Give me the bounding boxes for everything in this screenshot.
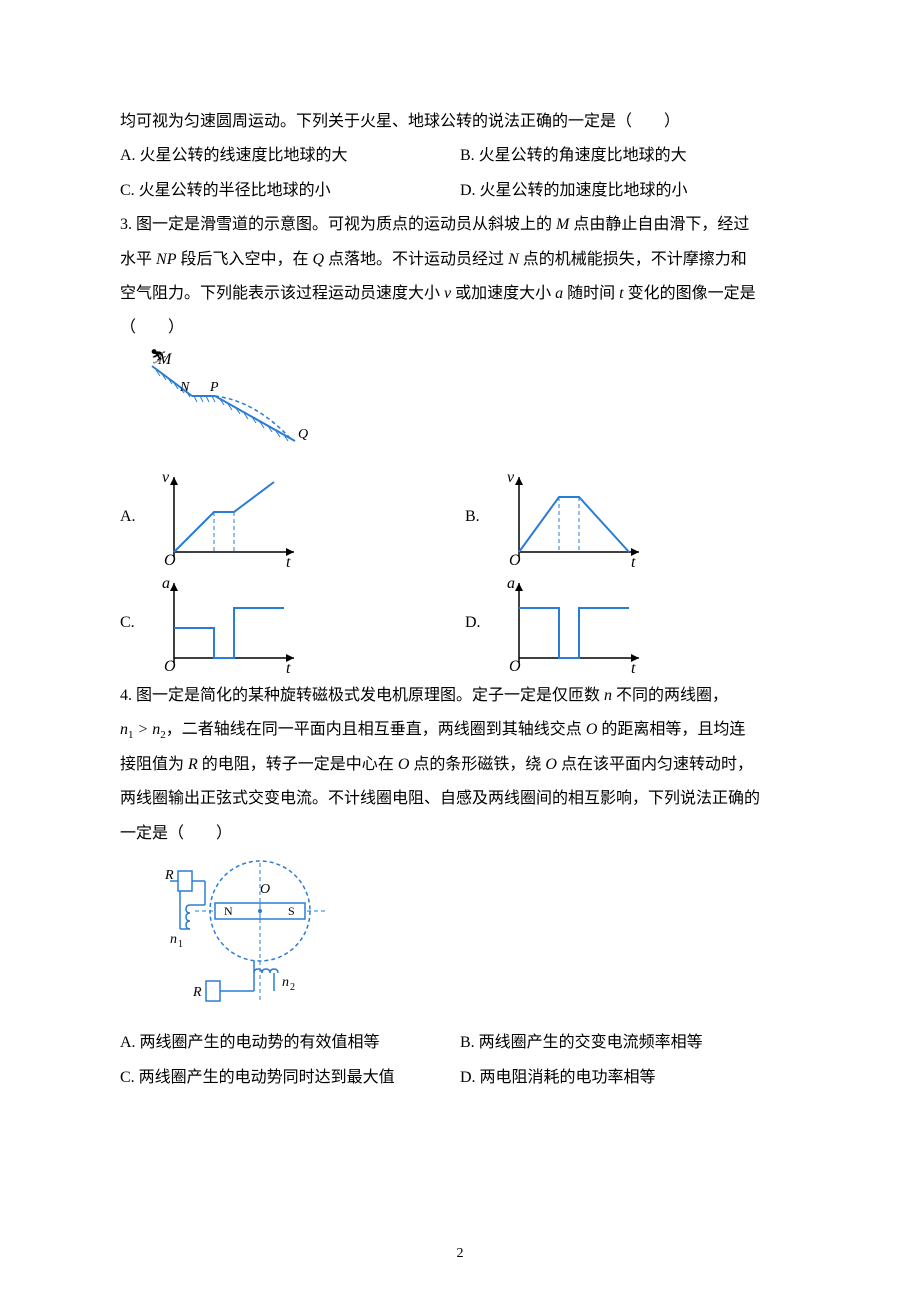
label-o: O [260, 882, 270, 897]
label-n1-sub: 1 [178, 939, 183, 950]
q4-opt-b: B. 两线圈产生的交变电流频率相等 [460, 1026, 800, 1060]
q2-continuation: 均可视为匀速圆周运动。下列关于火星、地球公转的说法正确的一定是（ ） [120, 105, 800, 139]
svg-text:O: O [509, 658, 521, 673]
q4-stem-line-5: 一定是（ ） [120, 817, 800, 851]
q3-sym-a: a [555, 285, 563, 302]
label-n1: n [170, 932, 177, 947]
q3-text: 点由静止自由滑下，经过 [569, 216, 749, 233]
q4-text: 不同的两线圈， [612, 687, 728, 704]
q4-stem-line-2: n1 > n2，二者轴线在同一平面内且相互垂直，两线圈到其轴线交点 O 的距离相… [120, 713, 800, 748]
q4-stem-line-1: 4. 图一定是简化的某种旋转磁极式发电机原理图。定子一定是仅匝数 n 不同的两线… [120, 679, 800, 713]
q4-text: 的距离相等，且均连 [597, 721, 745, 738]
magnet-n: N [224, 904, 233, 918]
q3-sym-n: N [508, 251, 519, 268]
ski-label-q: Q [298, 427, 308, 442]
q3-text: 或加速度大小 [451, 285, 555, 302]
q2-opts-row-2: C. 火星公转的半径比地球的小 D. 火星公转的加速度比地球的小 [120, 174, 800, 208]
q2-opt-a: A. 火星公转的线速度比地球的大 [120, 139, 460, 173]
q3-stem-line-4: （ ） [120, 311, 800, 345]
svg-text:v: v [162, 469, 170, 486]
svg-text:a: a [507, 575, 515, 592]
q3-text: 变化的图像一定是 [624, 285, 756, 302]
q4-ineq: n1 > n2 [120, 721, 166, 738]
q3-stem-line-1: 3. 图一定是滑雪道的示意图。可视为质点的运动员从斜坡上的 M 点由静止自由滑下… [120, 208, 800, 242]
q4-text: ，二者轴线在同一平面内且相互垂直，两线圈到其轴线交点 [166, 721, 586, 738]
q4-sym-o2: O [398, 756, 410, 773]
q4-text: 4. 图一定是简化的某种旋转磁极式发电机原理图。定子一定是仅匝数 [120, 687, 604, 704]
q3-plot-c: a O t [154, 573, 304, 673]
q3-label-d: D. [465, 614, 489, 632]
svg-text:O: O [164, 552, 176, 567]
q3-text: 点的机械能损失，不计摩擦力和 [519, 251, 747, 268]
q3-plot-d: a O t [499, 573, 649, 673]
q4-sym-o3: O [545, 756, 557, 773]
q3-stem-line-2: 水平 NP 段后飞入空中，在 Q 点落地。不计运动员经过 N 点的机械能损失，不… [120, 243, 800, 277]
q3-text: 水平 [120, 251, 156, 268]
q3-stem-line-3: 空气阻力。下列能表示该过程运动员速度大小 v 或加速度大小 a 随时间 t 变化… [120, 277, 800, 311]
ski-label-p: P [209, 380, 219, 395]
q4-text: 的电阻，转子一定是中心在 [198, 756, 398, 773]
q3-text: 随时间 [563, 285, 619, 302]
q4-opt-c: C. 两线圈产生的电动势同时达到最大值 [120, 1061, 460, 1095]
q4-sym-r: R [188, 756, 198, 773]
q3-text: 空气阻力。下列能表示该过程运动员速度大小 [120, 285, 444, 302]
svg-text:v: v [507, 469, 515, 486]
svg-text:t: t [286, 554, 291, 567]
q3-plot-a: v O t [154, 467, 304, 567]
q4-diagram: N S O R n 1 [120, 851, 800, 1026]
q3-sym-np: NP [156, 251, 176, 268]
magnet-s: S [288, 904, 295, 918]
svg-text:O: O [509, 552, 521, 567]
q3-text: 段后飞入空中，在 [176, 251, 312, 268]
q4-text: 点在该平面内匀速转动时， [557, 756, 753, 773]
svg-text:t: t [286, 660, 291, 673]
svg-text:t: t [631, 660, 636, 673]
label-n2: n [282, 975, 289, 990]
q3-row-ab: A. v O t B. [120, 467, 800, 567]
label-n2-sub: 2 [290, 982, 295, 993]
svg-text:a: a [162, 575, 170, 592]
label-r2: R [192, 985, 202, 1000]
q3-row-cd: C. a O t D. [120, 573, 800, 673]
q3-label-c: C. [120, 614, 144, 632]
q4-sym-n: n [604, 687, 612, 704]
label-r1: R [164, 868, 174, 883]
q4-opt-d: D. 两电阻消耗的电功率相等 [460, 1061, 800, 1095]
q3-sym-m: M [556, 216, 569, 233]
q4-text: 点的条形磁铁，绕 [409, 756, 545, 773]
q3-label-b: B. [465, 508, 489, 526]
q3-sym-q: Q [312, 251, 324, 268]
ski-label-n: N [179, 380, 190, 395]
page-number: 2 [0, 1246, 920, 1262]
q3-label-a: A. [120, 508, 144, 526]
q2-opts-row-1: A. 火星公转的线速度比地球的大 B. 火星公转的角速度比地球的大 [120, 139, 800, 173]
skier-icon: ⛷ [150, 349, 168, 365]
svg-text:t: t [631, 554, 636, 567]
q3-text: 3. 图一定是滑雪道的示意图。可视为质点的运动员从斜坡上的 [120, 216, 556, 233]
q4-stem-line-3: 接阻值为 R 的电阻，转子一定是中心在 O 点的条形磁铁，绕 O 点在该平面内匀… [120, 748, 800, 782]
q2-opt-d: D. 火星公转的加速度比地球的小 [460, 174, 800, 208]
q3-plot-b: v O t [499, 467, 649, 567]
q4-opt-a: A. 两线圈产生的电动势的有效值相等 [120, 1026, 460, 1060]
q3-ski-diagram: M ⛷ N P Q [120, 346, 800, 461]
q4-opts-row-2: C. 两线圈产生的电动势同时达到最大值 D. 两电阻消耗的电功率相等 [120, 1061, 800, 1095]
q4-sym-o: O [586, 721, 598, 738]
q2-opt-c: C. 火星公转的半径比地球的小 [120, 174, 460, 208]
svg-text:O: O [164, 658, 176, 673]
q4-text: 接阻值为 [120, 756, 188, 773]
q4-opts-row-1: A. 两线圈产生的电动势的有效值相等 B. 两线圈产生的交变电流频率相等 [120, 1026, 800, 1060]
q3-text: 点落地。不计运动员经过 [324, 251, 508, 268]
q4-stem-line-4: 两线圈输出正弦式交变电流。不计线圈电阻、自感及两线圈间的相互影响，下列说法正确的 [120, 782, 800, 816]
q2-opt-b: B. 火星公转的角速度比地球的大 [460, 139, 800, 173]
